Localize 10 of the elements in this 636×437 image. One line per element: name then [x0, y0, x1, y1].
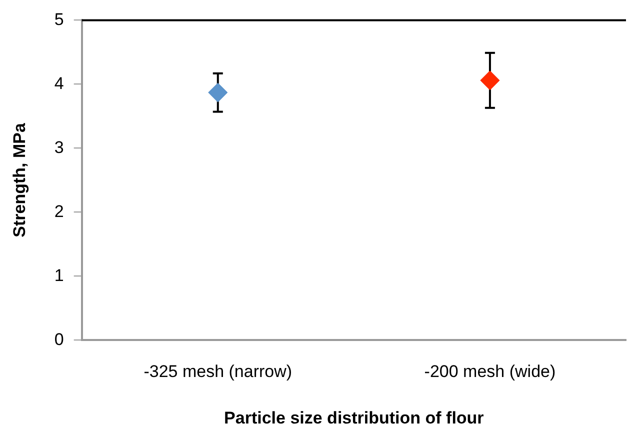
y-axis-title: Strength, MPa — [10, 122, 29, 238]
y-tick-label: 5 — [54, 10, 64, 29]
x-axis-title: Particle size distribution of flour — [224, 408, 484, 428]
y-tick-label: 2 — [54, 202, 64, 221]
y-tick-label: 3 — [54, 138, 64, 157]
x-tick-label: -325 mesh (narrow) — [144, 362, 292, 382]
y-tick-label: 1 — [54, 266, 64, 285]
y-tick-label: 0 — [54, 330, 64, 349]
y-tick-label: 4 — [54, 74, 64, 93]
x-tick-label: -200 mesh (wide) — [424, 362, 556, 382]
